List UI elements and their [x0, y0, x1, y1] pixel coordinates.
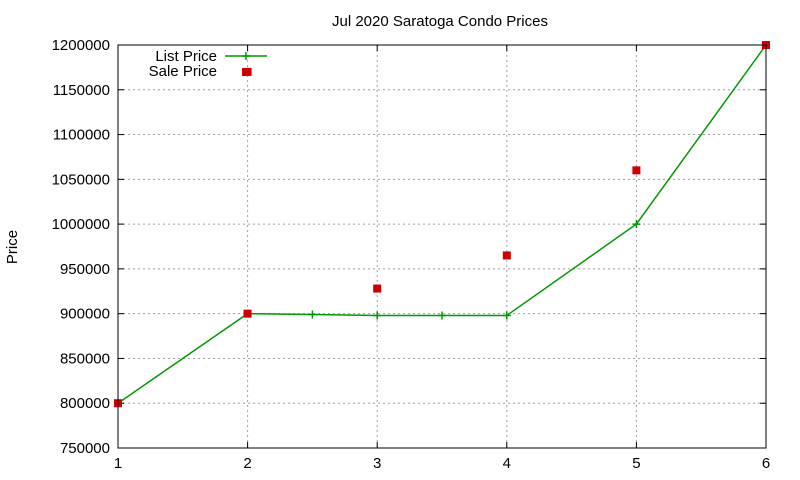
- y-tick-label: 1100000: [53, 127, 110, 144]
- list-price-point: [632, 220, 641, 229]
- x-tick-label: 6: [762, 455, 770, 472]
- legend: List Price Sale Price: [149, 48, 267, 80]
- x-tick-label: 1: [114, 455, 122, 472]
- y-tick-label: 900000: [60, 306, 110, 323]
- series-line-list-price: [117, 44, 767, 404]
- list-price-point: [308, 310, 317, 319]
- y-tick-label: 1000000: [52, 216, 110, 233]
- sale-price-point: [373, 284, 382, 293]
- grid: [118, 45, 766, 448]
- legend-plus-marker: [242, 52, 250, 60]
- y-axis-label: Price: [4, 230, 21, 264]
- legend-label-sale-price: Sale Price: [149, 63, 217, 80]
- y-tick-label: 1200000: [52, 37, 110, 54]
- legend-entry-list-price: List Price: [155, 48, 267, 65]
- legend-entry-sale-price: Sale Price: [149, 63, 250, 80]
- legend-square-marker: [242, 68, 250, 76]
- x-tick-label: 2: [243, 455, 251, 472]
- sale-price-point: [632, 166, 641, 175]
- list-price-point: [373, 311, 382, 320]
- sale-price-point: [243, 309, 252, 318]
- y-tick-label: 1050000: [52, 171, 110, 188]
- x-tick-label: 4: [503, 455, 511, 472]
- y-tick-label: 800000: [60, 395, 110, 412]
- y-tick-label: 850000: [60, 350, 110, 367]
- series-layer: [114, 41, 770, 408]
- sale-price-point: [502, 251, 511, 260]
- axis-ticks: 750000 800000 850000 900000 950000 1000000 105…: [52, 37, 771, 472]
- x-tick-label: 3: [373, 455, 381, 472]
- legend-label-list-price: List Price: [155, 48, 217, 65]
- x-tick-label: 5: [632, 455, 640, 472]
- list-price-point: [502, 311, 511, 320]
- y-tick-label: 950000: [60, 261, 110, 278]
- chart-title: Jul 2020 Saratoga Condo Prices: [332, 13, 548, 30]
- plot-frame: [117, 44, 767, 449]
- list-price-point: [438, 311, 446, 320]
- y-tick-label: 750000: [60, 440, 110, 457]
- y-tick-label: 1150000: [53, 82, 110, 99]
